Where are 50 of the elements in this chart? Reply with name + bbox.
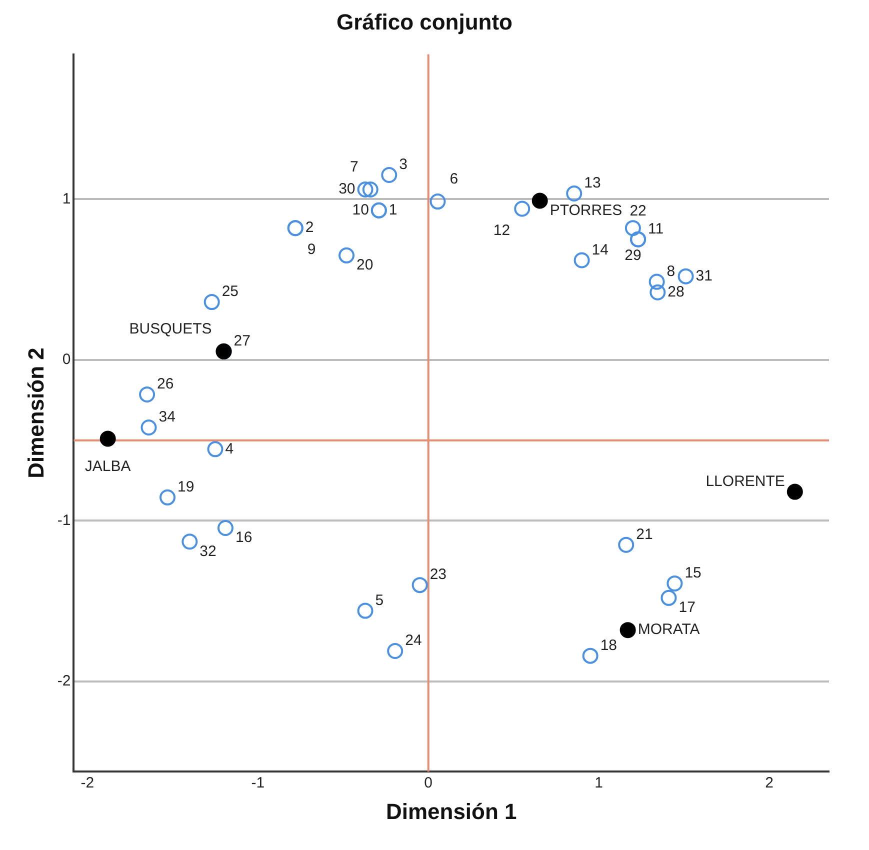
- annotation: JALBA: [84, 458, 131, 475]
- annotation: 7: [350, 158, 358, 176]
- y-tick-label: 0: [62, 351, 71, 368]
- annotation: 22: [630, 202, 646, 220]
- annotation: 1: [388, 202, 398, 219]
- annotation: 23: [430, 566, 447, 584]
- annotation: 34: [158, 408, 176, 426]
- annotation: PTORRES: [550, 202, 622, 219]
- annotation: 3: [399, 156, 408, 174]
- annotation: 10: [352, 202, 369, 219]
- annotation: 18: [600, 636, 618, 654]
- annotation: 5: [375, 592, 384, 609]
- x-tick-label: 2: [765, 774, 774, 792]
- annotation: 11: [648, 220, 664, 238]
- x-tick-label: 0: [424, 774, 433, 792]
- annotation: 27: [234, 332, 250, 350]
- annotation: LLORENTE: [706, 472, 785, 490]
- annotation: 26: [157, 376, 174, 393]
- annotation: 6: [450, 170, 458, 188]
- annotation: MORATA: [638, 621, 700, 638]
- annotation: 9: [307, 241, 316, 258]
- y-axis-title: Dimensión 2: [23, 348, 48, 478]
- y-tick-label: -1: [57, 512, 71, 529]
- annotation: 16: [235, 529, 252, 546]
- y-tick-label: -2: [57, 672, 71, 690]
- annotation: 2: [305, 219, 314, 236]
- annotation: 24: [405, 632, 422, 650]
- x-tick-label: 1: [594, 774, 604, 792]
- annotation: 12: [493, 222, 510, 239]
- x-tick-label: -1: [251, 774, 265, 792]
- annotation: 21: [636, 526, 653, 544]
- annotation: BUSQUETS: [129, 320, 212, 338]
- annotation: 8: [666, 262, 676, 280]
- annotation: 4: [225, 440, 234, 458]
- annotation: 32: [200, 542, 216, 560]
- annotation: 25: [222, 283, 239, 300]
- chart-title: Gráfico conjunto: [336, 9, 512, 34]
- annotation: 29: [624, 247, 642, 264]
- y-tick-label: 1: [62, 190, 71, 208]
- annotation: 28: [668, 284, 684, 301]
- annotation: 15: [684, 564, 702, 582]
- annotation: 20: [356, 256, 374, 274]
- annotation: 17: [678, 599, 696, 616]
- annotation: 14: [592, 241, 608, 258]
- annotation: 13: [584, 174, 601, 192]
- annotation: 31: [696, 267, 712, 284]
- x-tick-label: -2: [80, 774, 94, 792]
- x-axis-title: Dimensión 1: [386, 798, 517, 824]
- annotation: 30: [338, 180, 356, 198]
- annotation: 19: [178, 478, 194, 496]
